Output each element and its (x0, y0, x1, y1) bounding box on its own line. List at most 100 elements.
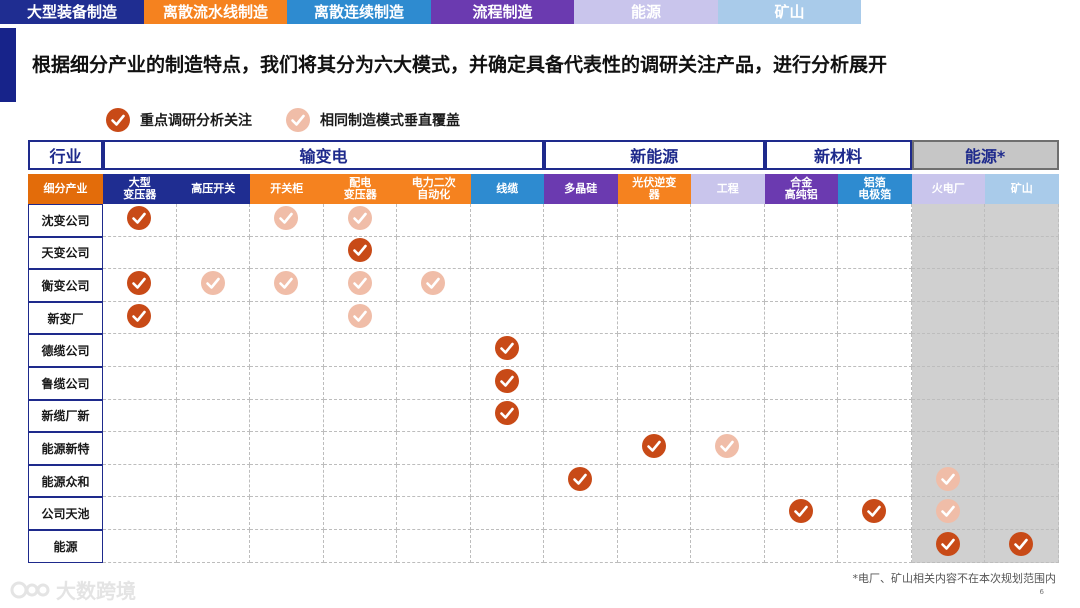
legend: 重点调研分析关注 相同制造模式垂直覆盖 (106, 108, 494, 132)
primary-check-icon (935, 531, 960, 556)
matrix-cell (250, 204, 324, 237)
matrix-cell (764, 497, 838, 530)
company-label: 衡变公司 (28, 269, 103, 302)
company-label: 能源众和 (28, 464, 103, 498)
matrix-cell (250, 366, 324, 400)
matrix-cell (470, 269, 544, 302)
matrix-cell (911, 399, 985, 433)
tab-3[interactable]: 离散连续制造 (287, 0, 431, 24)
matrix-cell (911, 432, 985, 465)
group-header-3: 新材料 (764, 140, 912, 170)
matrix-cell (544, 432, 618, 465)
matrix-cell (691, 529, 765, 563)
matrix-cell (323, 497, 397, 530)
matrix-cell (985, 529, 1059, 563)
tab-1[interactable]: 大型装备制造 (0, 0, 144, 24)
matrix-cell (691, 301, 765, 335)
matrix-cell (838, 301, 912, 335)
matrix-cell (764, 269, 838, 302)
matrix-cell (103, 301, 177, 335)
matrix-cell (397, 366, 471, 400)
matrix-cell (250, 236, 324, 270)
tab-6[interactable]: 矿山 (718, 0, 861, 24)
matrix-cell (544, 204, 618, 237)
column-header: 工程 (691, 174, 765, 204)
column-header: 矿山 (985, 174, 1059, 204)
matrix-cell (691, 464, 765, 498)
matrix-cell (764, 464, 838, 498)
watermark: 大数跨境 (10, 575, 136, 604)
matrix-cell (544, 334, 618, 367)
matrix-cell (911, 529, 985, 563)
matrix-cell (838, 236, 912, 270)
company-label: 新缆厂新 (28, 399, 103, 433)
matrix-cell (323, 334, 397, 367)
matrix-cell (397, 529, 471, 563)
group-header-2: 新能源 (544, 140, 765, 170)
matrix-cell (103, 269, 177, 302)
matrix-cell (250, 464, 324, 498)
matrix-cell (250, 529, 324, 563)
matrix-cell (764, 334, 838, 367)
group-header-4: 能源* (911, 140, 1059, 170)
secondary-check-icon (421, 270, 446, 295)
table-row: 沈变公司 (28, 204, 1059, 237)
primary-check-icon (862, 499, 887, 524)
matrix-cell (617, 334, 691, 367)
matrix-cell (470, 464, 544, 498)
column-header: 配电 变压器 (323, 174, 397, 204)
matrix-cell (764, 366, 838, 400)
matrix-cell (985, 497, 1059, 530)
matrix-cell (397, 464, 471, 498)
matrix-cell (911, 497, 985, 530)
tab-4[interactable]: 流程制造 (431, 0, 574, 24)
matrix-cell (103, 204, 177, 237)
mode-tabs: 大型装备制造 离散流水线制造 离散连续制造 流程制造 能源 矿山 (0, 0, 861, 24)
legend-secondary-check-icon (286, 108, 310, 132)
legend-primary: 重点调研分析关注 (106, 108, 252, 132)
matrix-cell (176, 529, 250, 563)
matrix-cell (250, 301, 324, 335)
matrix-cell (470, 529, 544, 563)
matrix-cell (617, 269, 691, 302)
column-header: 光伏逆变 器 (617, 174, 691, 204)
legend-secondary-label: 相同制造模式垂直覆盖 (320, 113, 460, 129)
matrix-cell (323, 399, 397, 433)
column-header: 铝箔 电极箔 (838, 174, 912, 204)
matrix-cell (470, 399, 544, 433)
matrix-cell (691, 269, 765, 302)
industry-header: 行业 (28, 140, 103, 170)
matrix-cell (470, 432, 544, 465)
matrix-cell (397, 334, 471, 367)
secondary-check-icon (274, 270, 299, 295)
matrix-cell (617, 399, 691, 433)
matrix-cell (617, 497, 691, 530)
matrix-cell (470, 236, 544, 270)
column-header: 开关柜 (250, 174, 324, 204)
matrix-cell (838, 334, 912, 367)
table-row: 能源新特 (28, 432, 1059, 465)
matrix-cell (397, 301, 471, 335)
matrix-cell (544, 301, 618, 335)
matrix-cell (176, 204, 250, 237)
matrix-cell (323, 236, 397, 270)
matrix-cell (397, 236, 471, 270)
sub-industry-header: 细分产业 (28, 174, 103, 204)
matrix-cell (323, 432, 397, 465)
matrix-cell (176, 301, 250, 335)
matrix-cell (470, 497, 544, 530)
table-row: 能源众和 (28, 464, 1059, 498)
secondary-check-icon (347, 205, 372, 230)
matrix-cell (911, 464, 985, 498)
matrix-cell (470, 366, 544, 400)
matrix-cell (103, 497, 177, 530)
tab-2[interactable]: 离散流水线制造 (144, 0, 287, 24)
tab-5[interactable]: 能源 (574, 0, 718, 24)
matrix-cell (250, 497, 324, 530)
matrix-cell (176, 366, 250, 400)
matrix-cell (691, 334, 765, 367)
matrix-cell (764, 236, 838, 270)
table-row: 天变公司 (28, 236, 1059, 270)
matrix-cell (544, 366, 618, 400)
column-header: 多晶硅 (544, 174, 618, 204)
